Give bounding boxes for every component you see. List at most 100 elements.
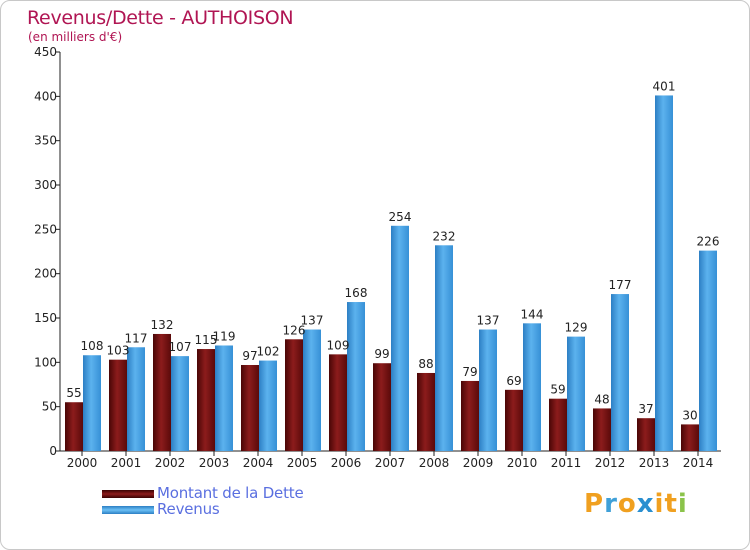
x-tick-label: 2003	[199, 456, 230, 470]
bar-revenus	[699, 250, 717, 451]
proxiti-logo: Proxiti	[584, 489, 688, 519]
bar-dette	[329, 354, 347, 451]
bar-revenus	[215, 345, 233, 451]
bar-revenus	[567, 336, 585, 451]
x-tick-label: 2011	[551, 456, 582, 470]
bar-revenus	[391, 225, 409, 451]
x-tick-label: 2004	[243, 456, 274, 470]
x-tick-label: 2008	[419, 456, 450, 470]
y-tick-label: 400	[34, 89, 57, 103]
bar-dette	[505, 389, 523, 451]
data-label: 168	[345, 286, 368, 300]
data-label: 97	[242, 349, 257, 363]
data-label: 109	[327, 338, 350, 352]
bar-revenus	[259, 360, 277, 451]
x-tick-label: 2006	[331, 456, 362, 470]
chart-title: Revenus/Dette - AUTHOISON	[27, 7, 294, 29]
x-tick-label: 2000	[67, 456, 98, 470]
data-label: 102	[257, 345, 280, 359]
legend-label-dette: Montant de la Dette	[157, 484, 304, 502]
bar-dette	[241, 364, 259, 451]
bar-revenus	[171, 356, 189, 451]
bar-dette	[153, 333, 171, 451]
logo-letter: t	[664, 489, 678, 519]
y-tick-label: 350	[34, 134, 57, 148]
logo-letter: i	[677, 489, 688, 519]
data-label: 37	[638, 402, 653, 416]
bar-dette	[593, 408, 611, 451]
data-label: 103	[107, 344, 130, 358]
data-label: 79	[462, 365, 477, 379]
data-label: 88	[418, 357, 433, 371]
bar-dette	[65, 402, 83, 451]
y-tick-label: 200	[34, 267, 57, 281]
bar-dette	[285, 339, 303, 451]
bar-revenus	[611, 294, 629, 451]
data-label: 232	[433, 229, 456, 243]
data-label: 107	[169, 340, 192, 354]
legend-item-revenus: Revenus	[102, 500, 332, 522]
bar-revenus	[127, 347, 145, 451]
data-label: 99	[374, 347, 389, 361]
data-label: 137	[301, 314, 324, 328]
data-label: 126	[283, 323, 306, 337]
x-tick-label: 2005	[287, 456, 318, 470]
logo-letter: i	[654, 489, 665, 519]
bar-dette	[197, 349, 215, 451]
y-tick-label: 50	[42, 400, 57, 414]
bar-revenus	[83, 355, 101, 451]
x-tick-label: 2001	[111, 456, 142, 470]
bar-revenus	[655, 95, 673, 452]
y-tick-label: 250	[34, 222, 57, 236]
legend-swatch-dette	[102, 490, 154, 498]
logo-letter: o	[617, 489, 637, 519]
legend-label-revenus: Revenus	[157, 500, 220, 518]
data-label: 59	[550, 383, 565, 397]
data-label: 137	[477, 314, 500, 328]
data-label: 129	[565, 321, 588, 335]
x-tick-label: 2013	[639, 456, 670, 470]
y-tick-label: 300	[34, 178, 57, 192]
data-label: 69	[506, 374, 521, 388]
bar-dette	[461, 380, 479, 451]
data-label: 226	[697, 235, 720, 249]
bar-dette	[373, 363, 391, 451]
legend-item-dette: Montant de la Dette	[102, 484, 332, 506]
legend-swatch-revenus	[102, 506, 154, 514]
data-label: 48	[594, 392, 609, 406]
logo-letter: x	[636, 489, 655, 519]
data-label: 115	[195, 333, 218, 347]
data-label: 108	[81, 339, 104, 353]
y-tick-label: 100	[34, 355, 57, 369]
y-tick-label: 450	[34, 45, 57, 59]
data-label: 254	[389, 210, 412, 224]
bar-revenus	[523, 323, 541, 451]
logo-letter: r	[604, 489, 618, 519]
bar-dette	[681, 424, 699, 451]
x-tick-label: 2012	[595, 456, 626, 470]
data-label: 401	[653, 79, 676, 93]
bar-dette	[637, 418, 655, 451]
x-tick-label: 2009	[463, 456, 494, 470]
bar-revenus	[479, 329, 497, 451]
data-label: 30	[682, 408, 697, 422]
bar-dette	[417, 372, 435, 451]
data-label: 177	[609, 278, 632, 292]
data-label: 117	[125, 331, 148, 345]
x-tick-label: 2007	[375, 456, 406, 470]
bar-revenus	[347, 302, 365, 451]
data-label: 132	[151, 318, 174, 332]
y-tick-label: 150	[34, 311, 57, 325]
y-tick-label: 0	[49, 444, 57, 458]
x-tick-label: 2002	[155, 456, 186, 470]
data-label: 55	[66, 386, 81, 400]
x-tick-label: 2010	[507, 456, 538, 470]
bar-revenus	[303, 329, 321, 451]
chart-subtitle: (en milliers d'€)	[28, 30, 123, 44]
x-tick-label: 2014	[683, 456, 714, 470]
bar-dette	[549, 398, 567, 451]
data-label: 119	[213, 329, 236, 343]
data-label: 144	[521, 307, 544, 321]
